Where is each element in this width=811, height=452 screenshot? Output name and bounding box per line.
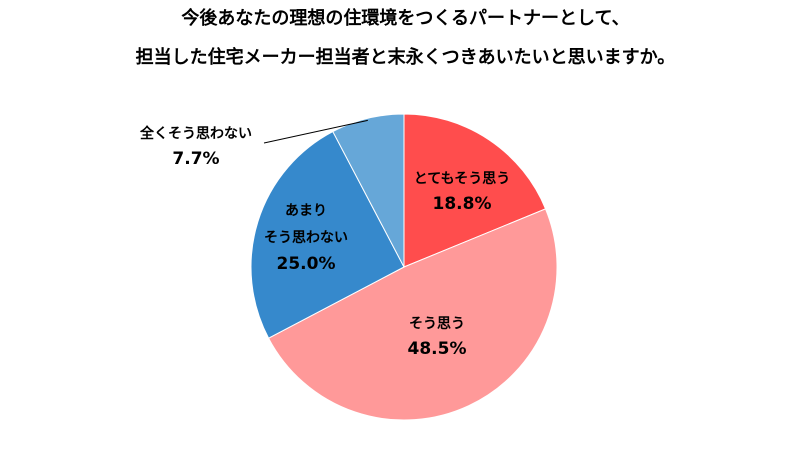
slice-label-3-line-1: あまり [285, 203, 327, 219]
pie-slice-1 [403, 113, 547, 268]
chart-title-line-1: 今後あなたの理想の住環境をつくるパートナーとして、 [181, 8, 630, 29]
slice-label-2: そう思う [409, 316, 465, 332]
slice-value-3: 25.0% [277, 254, 336, 274]
leader-line [263, 119, 368, 144]
slice-label-4: 全くそう思わない [139, 125, 252, 142]
pie-slice-2 [267, 208, 558, 421]
slice-value-4: 7.7% [172, 149, 219, 169]
slice-value-2: 48.5% [408, 339, 467, 359]
chart-title-line-2: 担当した住宅メーカー担当者と末永くつきあいたいと思いますか。 [135, 47, 676, 68]
slice-label-1: とてもそう思う [414, 171, 511, 187]
slice-label-3-line-2: そう思わない [264, 230, 348, 246]
slice-value-1: 18.8% [433, 194, 492, 214]
pie-slice-3 [250, 130, 405, 339]
pie-slice-4 [332, 113, 405, 268]
